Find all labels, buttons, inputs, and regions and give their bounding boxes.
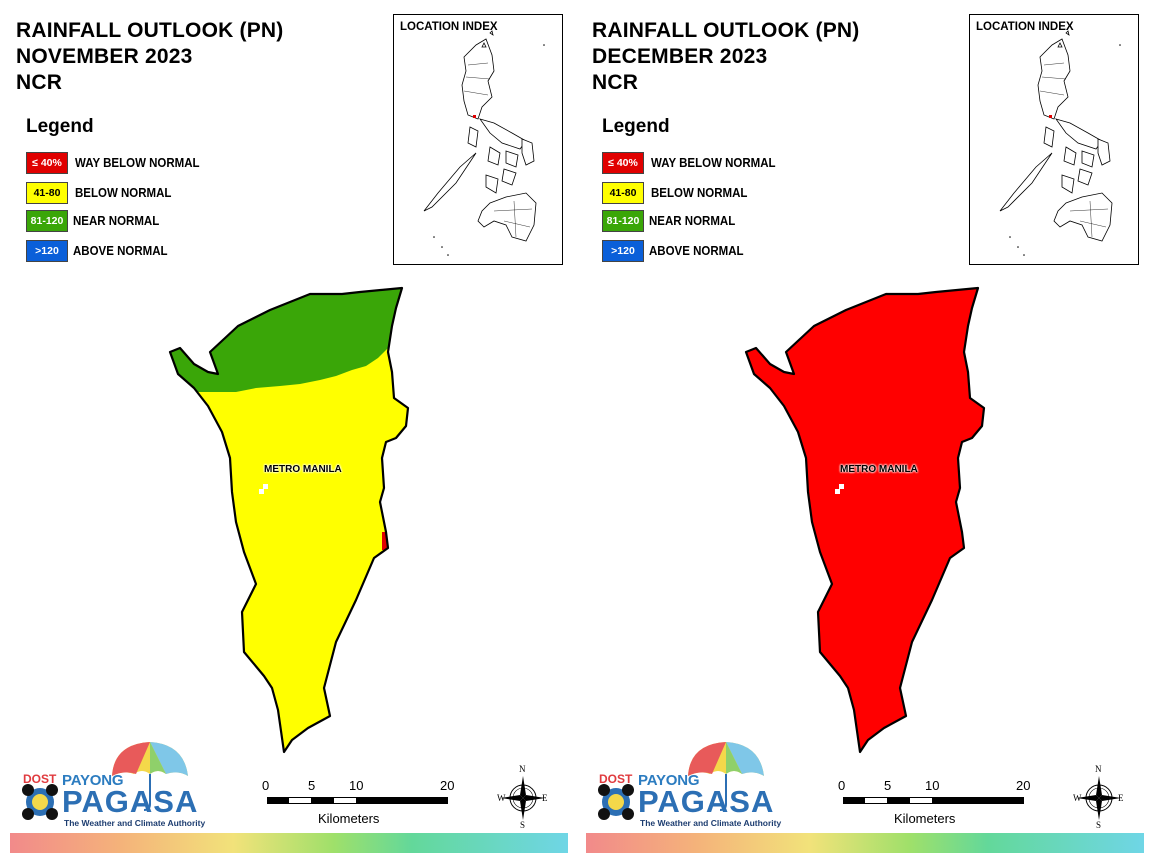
legend-title: Legend xyxy=(602,116,670,137)
title-line-3: NCR xyxy=(592,71,639,94)
scale-unit: Kilometers xyxy=(894,811,956,826)
compass-icon xyxy=(501,776,545,820)
title-line-2: DECEMBER 2023 xyxy=(592,45,768,68)
legend-swatch: ≤ 40% xyxy=(602,152,644,174)
legend-swatch: 41-80 xyxy=(602,182,644,204)
location-index-title: LOCATION INDEX xyxy=(400,21,498,33)
north-arrow: N S E W xyxy=(1073,764,1125,830)
legend-swatch: >120 xyxy=(602,240,644,262)
legend-label: WAY BELOW NORMAL xyxy=(651,156,776,170)
scale-bar-graphic xyxy=(267,797,448,804)
legend-item-way-below-normal: ≤ 40% WAY BELOW NORMAL xyxy=(602,151,786,175)
pagasa-logo: DOST PAYONG PAGASA The Weather and Clima… xyxy=(16,740,216,832)
region-label: METRO MANILA xyxy=(840,464,918,475)
outlook-panel-november: RAINFALL OUTLOOK (PN) NOVEMBER 2023 NCR … xyxy=(10,14,568,853)
payong-text: PAYONG xyxy=(62,772,124,789)
title-line-1: RAINFALL OUTLOOK (PN) xyxy=(592,19,860,42)
umbrella-icon xyxy=(598,742,764,820)
scale-tick: 0 xyxy=(262,778,270,793)
legend-label: NEAR NORMAL xyxy=(73,214,160,228)
scale-bar-graphic xyxy=(843,797,1024,804)
legend-item-below-normal: 41-80 BELOW NORMAL xyxy=(26,181,180,205)
location-index-box: LOCATION INDEX xyxy=(393,14,563,265)
philippines-locator-map xyxy=(999,30,1121,256)
region-label: METRO MANILA xyxy=(264,464,342,475)
ncr-rainfall-map xyxy=(744,286,986,754)
umbrella-icon xyxy=(22,742,188,820)
payong-text: PAYONG xyxy=(638,772,700,789)
compass-s: S xyxy=(520,820,526,830)
dost-text: DOST xyxy=(599,772,633,786)
title-line-1: RAINFALL OUTLOOK (PN) xyxy=(16,19,284,42)
ncr-boundary xyxy=(744,286,986,754)
ncr-map: METRO MANILA xyxy=(736,280,996,760)
pagasa-logo: DOST PAYONG PAGASA The Weather and Clima… xyxy=(592,740,792,832)
legend-item-near-normal: 81-120 NEAR NORMAL xyxy=(26,209,167,233)
legend-swatch: 41-80 xyxy=(26,182,68,204)
legend-item-near-normal: 81-120 NEAR NORMAL xyxy=(602,209,743,233)
compass-e: E xyxy=(542,793,548,803)
ncr-rainfall-map xyxy=(168,286,410,754)
compass-w: W xyxy=(1073,793,1082,803)
footer-gradient-bar xyxy=(586,833,1144,853)
scale-bar: 0 5 10 20 Kilometers xyxy=(258,778,458,828)
title-line-3: NCR xyxy=(16,71,63,94)
scale-bar: 0 5 10 20 Kilometers xyxy=(834,778,1034,828)
scale-tick: 10 xyxy=(349,778,364,793)
legend-item-above-normal: >120 ABOVE NORMAL xyxy=(26,239,176,263)
scale-unit: Kilometers xyxy=(318,811,380,826)
ncr-map: METRO MANILA xyxy=(160,280,420,760)
north-arrow: N S E W xyxy=(497,764,549,830)
pagasa-text: PAGASA xyxy=(638,784,775,819)
title-line-2: NOVEMBER 2023 xyxy=(16,45,193,68)
legend-label: ABOVE NORMAL xyxy=(73,244,168,258)
legend-swatch: >120 xyxy=(26,240,68,262)
legend-item-below-normal: 41-80 BELOW NORMAL xyxy=(602,181,756,205)
legend-label: BELOW NORMAL xyxy=(651,186,748,200)
compass-n: N xyxy=(519,764,526,774)
location-index-title: LOCATION INDEX xyxy=(976,21,1074,33)
legend-swatch: 81-120 xyxy=(602,210,644,232)
legend-label: ABOVE NORMAL xyxy=(649,244,744,258)
location-index-box: LOCATION INDEX xyxy=(969,14,1139,265)
compass-icon xyxy=(1077,776,1121,820)
legend-item-way-below-normal: ≤ 40% WAY BELOW NORMAL xyxy=(26,151,210,175)
scale-tick: 20 xyxy=(440,778,455,793)
legend-item-above-normal: >120 ABOVE NORMAL xyxy=(602,239,752,263)
footer-gradient-bar xyxy=(10,833,568,853)
philippines-locator-map xyxy=(423,30,545,256)
outlook-panel-december: RAINFALL OUTLOOK (PN) DECEMBER 2023 NCR … xyxy=(576,0,1152,864)
pagasa-text: PAGASA xyxy=(62,784,199,819)
legend-swatch: 81-120 xyxy=(26,210,68,232)
legend-label: WAY BELOW NORMAL xyxy=(75,156,200,170)
map-title: RAINFALL OUTLOOK (PN) DECEMBER 2023 NCR xyxy=(592,18,859,96)
compass-w: W xyxy=(497,793,506,803)
logo-tagline: The Weather and Climate Authority xyxy=(640,818,782,828)
scale-tick: 5 xyxy=(308,778,316,793)
scale-tick: 20 xyxy=(1016,778,1031,793)
logo-tagline: The Weather and Climate Authority xyxy=(64,818,206,828)
legend-swatch: ≤ 40% xyxy=(26,152,68,174)
scale-tick: 0 xyxy=(838,778,846,793)
legend-label: NEAR NORMAL xyxy=(649,214,736,228)
legend-label: BELOW NORMAL xyxy=(75,186,172,200)
compass-n: N xyxy=(1095,764,1102,774)
legend-title: Legend xyxy=(26,116,94,137)
map-title: RAINFALL OUTLOOK (PN) NOVEMBER 2023 NCR xyxy=(16,18,283,96)
ncr-boundary xyxy=(168,286,410,754)
scale-tick: 10 xyxy=(925,778,940,793)
compass-e: E xyxy=(1118,793,1124,803)
scale-tick: 5 xyxy=(884,778,892,793)
dost-text: DOST xyxy=(23,772,57,786)
compass-s: S xyxy=(1096,820,1102,830)
